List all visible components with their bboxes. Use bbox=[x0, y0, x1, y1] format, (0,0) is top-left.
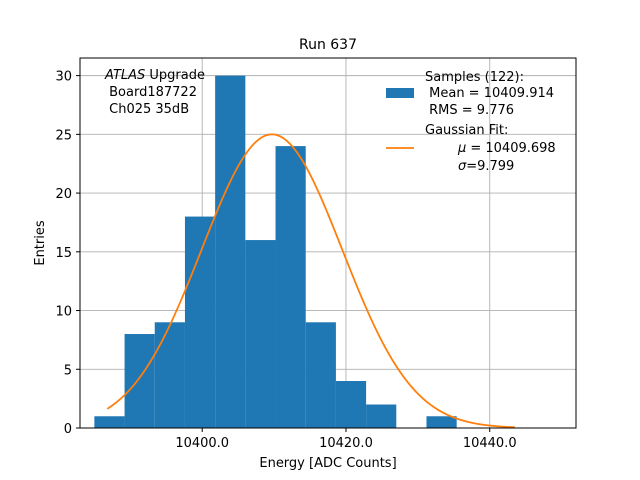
annotation-line-3: Ch025 35dB bbox=[105, 102, 189, 117]
annotation-line-1: ATLAS Upgrade bbox=[104, 68, 205, 83]
legend-samples-label: Samples (122): bbox=[425, 70, 524, 85]
histogram-bar-6 bbox=[275, 146, 306, 428]
y-axis-label: Entries bbox=[33, 220, 48, 266]
histogram-bar-8 bbox=[335, 381, 367, 428]
histogram-bar-7 bbox=[305, 322, 336, 428]
annotation-line-2: Board187722 bbox=[105, 85, 197, 100]
legend-fit-mu-value: = 10409.698 bbox=[466, 141, 555, 156]
legend-fit-mu: μ = 10409.698 bbox=[425, 141, 576, 156]
axis-ticks: 10400.0 10420.0 10440.0 0 5 10 15 20 25 30 bbox=[55, 70, 516, 451]
legend-fit-sigma: σ=9.799 bbox=[425, 159, 535, 174]
legend-samples-rms: RMS = 9.776 bbox=[425, 103, 514, 118]
chart-title: Run 637 bbox=[299, 37, 357, 53]
y-tick-label-3: 15 bbox=[55, 246, 72, 261]
y-tick-label-0: 0 bbox=[64, 422, 72, 437]
histogram-bar-11 bbox=[426, 416, 457, 428]
legend-fit-label: Gaussian Fit: bbox=[425, 123, 508, 138]
histogram-bar-4 bbox=[215, 75, 246, 428]
histogram-bar-5 bbox=[245, 240, 276, 428]
legend-fit-mu-symbol: μ bbox=[457, 141, 466, 156]
x-tick-label-2: 10440.0 bbox=[463, 436, 517, 451]
histogram-bar-2 bbox=[154, 322, 185, 428]
atlas-annotation: ATLAS Upgrade Board187722 Ch025 35dB bbox=[104, 68, 205, 117]
gaussian-fit bbox=[106, 133, 515, 429]
y-tick-label-1: 5 bbox=[64, 363, 72, 378]
histogram-bars bbox=[94, 75, 457, 428]
histogram-bar-3 bbox=[184, 216, 216, 428]
histogram-bar-1 bbox=[124, 334, 155, 428]
x-tick-label-1: 10420.0 bbox=[319, 436, 373, 451]
legend-samples-mean: Mean = 10409.914 bbox=[425, 86, 554, 101]
histogram-bar-9 bbox=[366, 404, 397, 428]
y-tick-label-5: 25 bbox=[55, 128, 72, 143]
y-tick-label-4: 20 bbox=[55, 187, 72, 202]
histogram-bar-0 bbox=[94, 416, 125, 428]
legend-fit-sigma-value: =9.799 bbox=[466, 159, 514, 174]
y-tick-label-2: 10 bbox=[55, 305, 72, 320]
plot-frame bbox=[79, 57, 577, 429]
legend-samples-swatch bbox=[386, 88, 414, 98]
legend: Samples (122): Mean = 10409.914 RMS = 9.… bbox=[386, 70, 576, 174]
annotation-upgrade: Upgrade bbox=[145, 68, 205, 83]
legend-fit-sigma-symbol: σ bbox=[458, 159, 467, 174]
gaussian-fit-line bbox=[106, 133, 515, 429]
annotation-atlas-italic: ATLAS bbox=[104, 68, 145, 83]
x-axis-label: Energy [ADC Counts] bbox=[259, 456, 396, 471]
x-tick-label-0: 10400.0 bbox=[175, 436, 229, 451]
y-tick-label-6: 30 bbox=[55, 70, 72, 85]
